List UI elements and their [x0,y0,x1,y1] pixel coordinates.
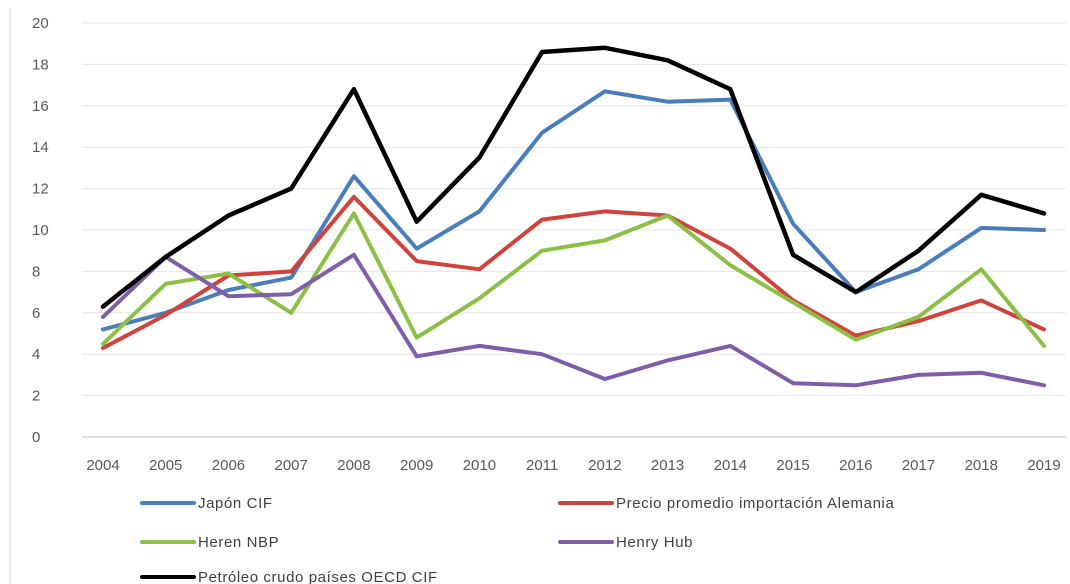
x-tick-label: 2006 [212,457,245,474]
legend-item: Henry Hub [558,534,693,551]
x-tick-label: 2004 [86,457,119,474]
x-tick-label: 2014 [714,457,747,474]
legend-label: Precio promedio importación Alemania [616,495,894,512]
x-tick-label: 2019 [1027,457,1060,474]
x-tick-label: 2013 [651,457,684,474]
x-axis-tick-labels: 2004 2005 2006 2007 2008 2009 2010 2011 2012 2013… [86,457,1060,474]
series-line [101,252,1046,388]
x-tick-label: 2012 [588,457,621,474]
series-line [101,89,1046,332]
series-line [100,45,1047,309]
y-tick-label: 16 [32,98,49,115]
series-line [101,211,1046,348]
legend-label: Petróleo crudo países OECD CIF [198,569,438,584]
y-tick-label: 8 [32,263,40,280]
y-tick-label: 14 [32,139,49,156]
legend-item: Precio promedio importación Alemania [558,495,894,512]
y-tick-label: 12 [32,181,49,198]
y-tick-label: 0 [32,429,40,446]
y-tick-label: 18 [32,56,49,73]
y-tick-label: 10 [32,222,49,239]
y-tick-label: 6 [32,305,40,322]
legend-label: Japón CIF [198,495,273,512]
legend: Japón CIF Precio promedio importación Ale… [140,495,894,584]
y-tick-label: 2 [32,388,40,405]
y-tick-label: 4 [32,346,40,363]
x-tick-label: 2011 [526,457,558,474]
x-tick-label: 2005 [149,457,182,474]
legend-item: Heren NBP [140,534,279,551]
data-series [100,45,1047,388]
x-tick-label: 2018 [965,457,998,474]
x-tick-label: 2017 [902,457,935,474]
x-tick-label: 2008 [337,457,370,474]
series-line [101,194,1046,350]
legend-label: Henry Hub [616,534,693,551]
legend-item: Japón CIF [140,495,273,512]
legend-item: Petróleo crudo países OECD CIF [140,569,438,584]
y-axis-tick-labels: 0 2 4 6 8 10 12 14 16 18 20 [32,15,49,446]
x-tick-label: 2015 [776,457,809,474]
x-tick-label: 2016 [839,457,872,474]
legend-label: Heren NBP [198,534,279,551]
x-tick-label: 2010 [463,457,496,474]
x-tick-label: 2007 [275,457,308,474]
gridlines [82,22,1066,438]
y-tick-label: 20 [32,15,49,32]
x-tick-label: 2009 [400,457,433,474]
